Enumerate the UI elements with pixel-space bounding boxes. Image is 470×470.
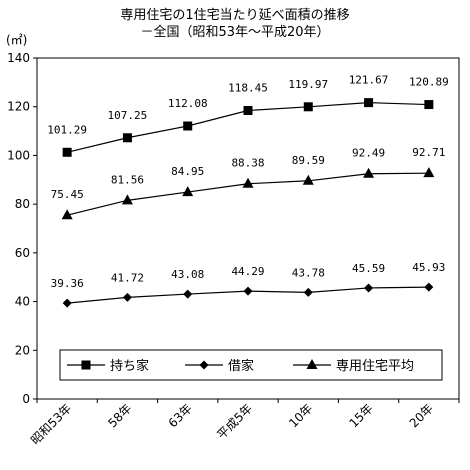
data-label-2-5: 92.49 <box>352 147 385 160</box>
y-axis-unit: (㎡) <box>6 33 28 47</box>
y-tick-label: 100 <box>7 148 30 162</box>
data-label-2-3: 88.38 <box>231 157 264 170</box>
data-label-1-1: 41.72 <box>111 271 144 284</box>
chart-subtitle: －全国（昭和53年～平成20年） <box>140 25 330 40</box>
data-point-0-4 <box>303 102 313 112</box>
data-point-1-2 <box>183 289 193 299</box>
data-point-2-5 <box>363 167 375 178</box>
legend-label-1: 借家 <box>228 358 254 374</box>
data-point-0-1 <box>122 133 132 143</box>
legend-label-2: 専用住宅平均 <box>336 359 414 374</box>
data-label-0-0: 101.29 <box>47 123 87 136</box>
legend-marker-2 <box>306 359 318 369</box>
data-label-0-2: 112.08 <box>168 97 208 110</box>
data-point-2-1 <box>121 194 133 205</box>
x-tick-label: 10年 <box>286 401 315 430</box>
data-point-2-3 <box>242 177 254 188</box>
x-tick-label: 63年 <box>166 401 195 430</box>
y-tick-label: 60 <box>15 246 30 260</box>
data-point-0-0 <box>62 147 72 157</box>
data-point-2-0 <box>61 209 73 220</box>
x-tick-label: 昭和53年 <box>28 401 74 447</box>
x-tick-label: 15年 <box>347 401 376 430</box>
data-label-0-5: 121.67 <box>349 74 389 87</box>
data-label-0-6: 120.89 <box>409 76 449 89</box>
x-tick-label: 20年 <box>407 401 436 430</box>
data-point-1-6 <box>424 282 434 292</box>
y-tick-label: 80 <box>15 197 30 211</box>
y-tick-label: 120 <box>7 100 30 114</box>
data-label-2-2: 84.95 <box>171 165 204 178</box>
x-tick-label: 58年 <box>105 401 134 430</box>
data-label-1-3: 44.29 <box>231 265 264 278</box>
data-label-1-0: 39.36 <box>51 277 84 290</box>
data-label-1-5: 45.59 <box>352 262 385 275</box>
data-point-1-0 <box>62 298 72 308</box>
data-point-2-4 <box>302 174 314 185</box>
data-label-2-6: 92.71 <box>412 146 445 159</box>
legend-marker-0 <box>81 360 91 370</box>
data-label-2-1: 81.56 <box>111 173 144 186</box>
data-label-0-4: 119.97 <box>288 78 328 91</box>
y-tick-label: 20 <box>15 343 30 357</box>
data-point-1-4 <box>303 287 313 297</box>
plot-frame <box>36 57 460 400</box>
data-point-1-1 <box>122 292 132 302</box>
y-tick-label: 140 <box>7 51 30 65</box>
data-point-2-6 <box>423 167 435 178</box>
data-point-0-3 <box>243 105 253 115</box>
data-point-1-3 <box>243 286 253 296</box>
legend-box <box>59 349 443 381</box>
x-tick-label: 平成5年 <box>214 401 255 442</box>
data-point-1-5 <box>364 283 374 293</box>
data-label-1-4: 43.78 <box>292 266 325 279</box>
data-point-0-2 <box>183 121 193 131</box>
data-point-2-2 <box>182 186 194 197</box>
data-label-2-0: 75.45 <box>51 188 84 201</box>
legend-marker-1 <box>199 360 209 370</box>
data-label-1-6: 45.93 <box>412 261 445 274</box>
data-label-2-4: 89.59 <box>292 154 325 167</box>
data-label-0-1: 107.25 <box>108 109 148 122</box>
data-point-0-5 <box>364 98 374 108</box>
chart-title: 専用住宅の1住宅当たり延べ面積の推移 <box>120 8 350 23</box>
data-point-0-6 <box>424 100 434 110</box>
y-tick-label: 40 <box>15 295 30 309</box>
y-tick-label: 0 <box>22 392 30 406</box>
data-label-0-3: 118.45 <box>228 81 268 94</box>
data-label-1-2: 43.08 <box>171 268 204 281</box>
legend-label-0: 持ち家 <box>110 358 149 374</box>
